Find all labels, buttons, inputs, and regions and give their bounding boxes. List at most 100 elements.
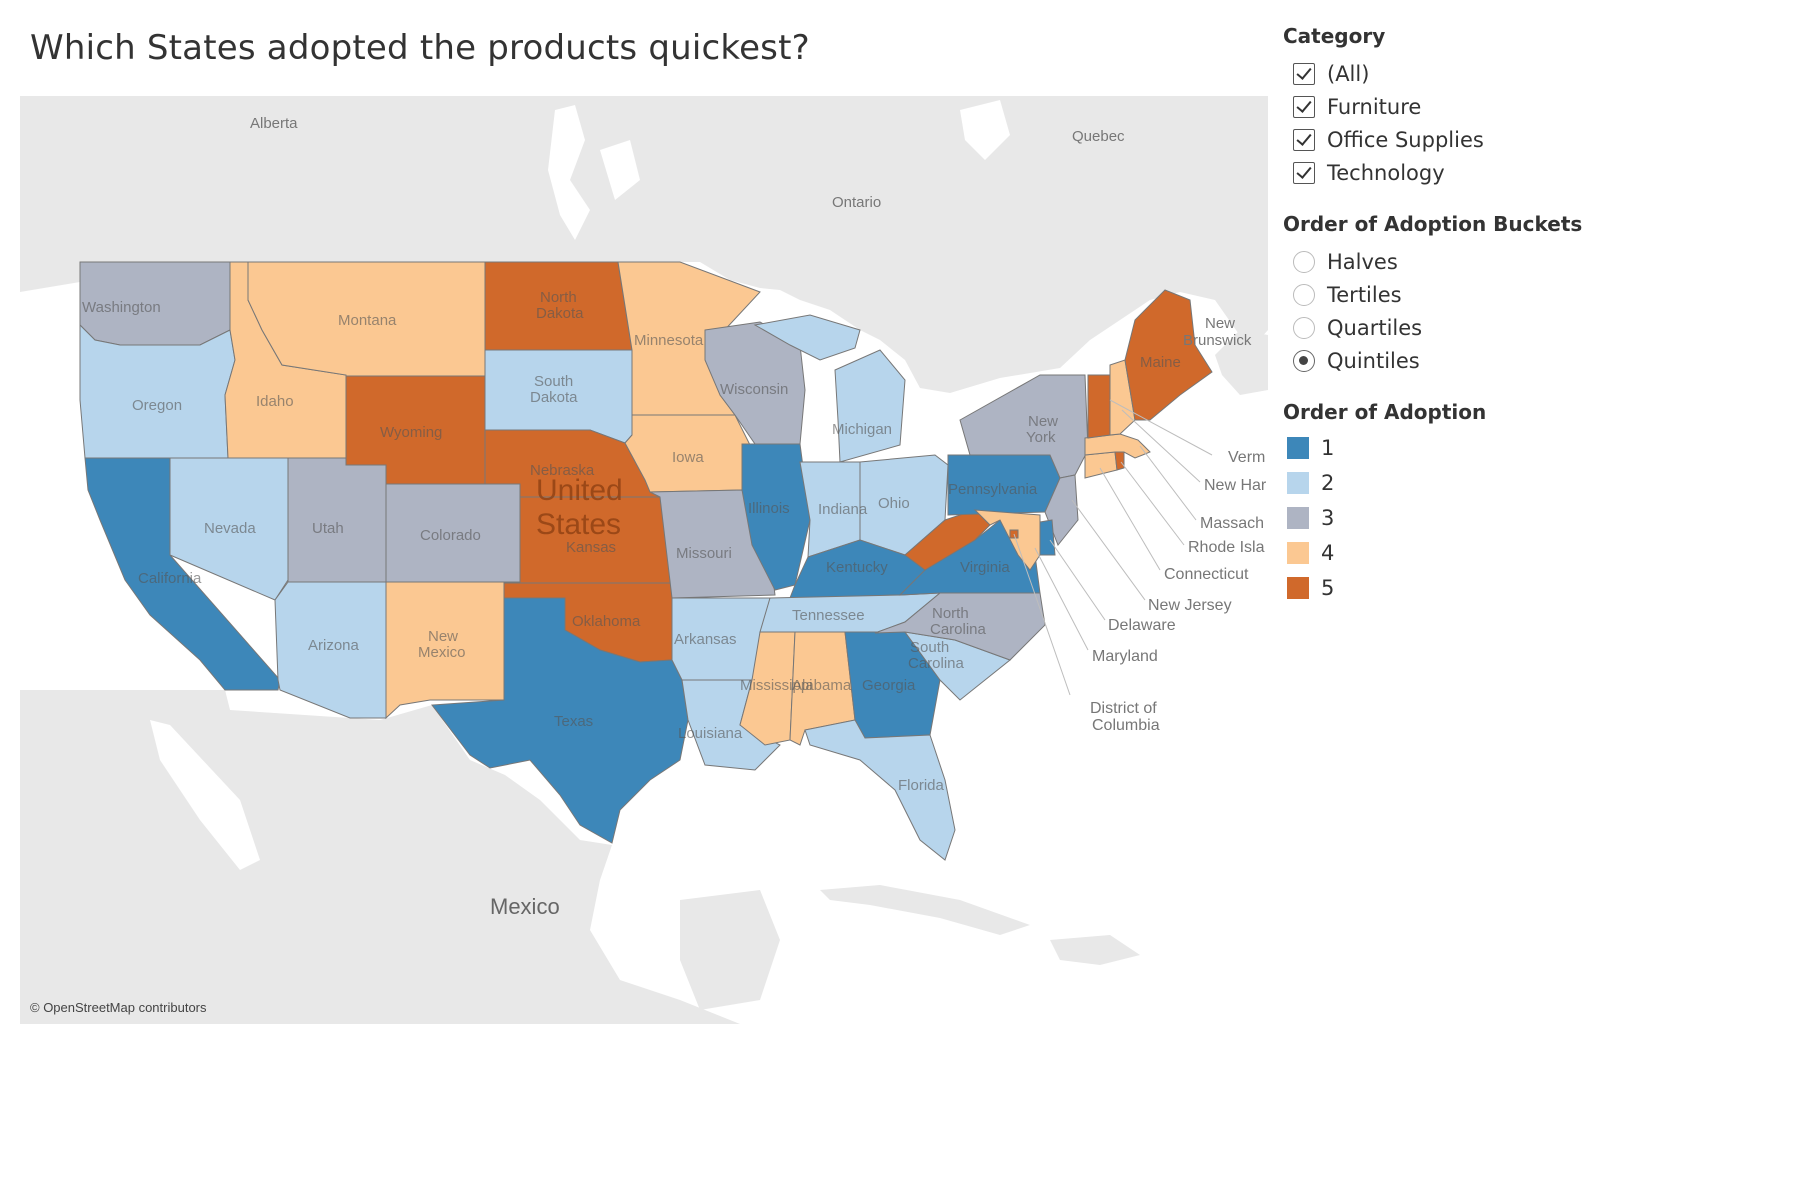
legend-item-4[interactable]: 4 — [1287, 541, 1334, 565]
nova-scotia — [1215, 330, 1268, 395]
state-label-north-dakota-1: North — [540, 289, 577, 306]
canada-lakes — [548, 100, 1010, 240]
radio-quartiles[interactable] — [1293, 317, 1315, 339]
bucket-option-label: Quartiles — [1327, 316, 1423, 340]
state-label-georgia: Georgia — [862, 677, 916, 694]
callout-label: New Har — [1204, 477, 1267, 494]
state-label-oregon: Oregon — [132, 397, 182, 414]
state-label-idaho: Idaho — [256, 393, 294, 410]
state-label-illinois: Illinois — [748, 500, 790, 517]
state-label-kentucky: Kentucky — [826, 559, 888, 576]
category-option-all[interactable]: (All) — [1293, 62, 1369, 86]
state-label-new-mexico-1: New — [428, 628, 458, 645]
state-label-colorado: Colorado — [420, 527, 481, 544]
state-label-michigan: Michigan — [832, 421, 892, 438]
choropleth-map[interactable]: Washington Oregon California Idaho Montana Wy… — [20, 96, 1268, 1024]
state-massachusetts[interactable] — [1084, 433, 1151, 459]
legend-item-5[interactable]: 5 — [1287, 576, 1334, 600]
bucket-option-label: Halves — [1327, 250, 1398, 274]
bucket-option-label: Quintiles — [1327, 349, 1420, 373]
country-label-line1: United — [536, 474, 623, 507]
state-rhode-island[interactable] — [1114, 451, 1125, 471]
legend-item-1[interactable]: 1 — [1287, 436, 1334, 460]
state-north-carolina[interactable] — [874, 592, 1046, 661]
state-label-washington: Washington — [82, 299, 161, 316]
radio-quintiles[interactable] — [1293, 350, 1315, 372]
state-label-montana: Montana — [338, 312, 397, 329]
state-label-nevada: Nevada — [204, 520, 256, 537]
legend-swatch — [1287, 542, 1309, 564]
state-label-pennsylvania: Pennsylvania — [948, 481, 1038, 498]
callouts-layer: Verm New Har Massach Rhode Isla Connecticut N… — [1013, 399, 1267, 734]
legend-label: 1 — [1321, 436, 1335, 460]
radio-tertiles[interactable] — [1293, 284, 1315, 306]
legend-title: Order of Adoption — [1283, 400, 1487, 424]
state-label-indiana: Indiana — [818, 501, 868, 518]
state-illinois[interactable] — [741, 443, 811, 591]
checkbox-furniture[interactable] — [1293, 96, 1315, 118]
state-label-oklahoma: Oklahoma — [572, 613, 641, 630]
geo-label-mexico: Mexico — [490, 894, 560, 919]
category-option-technology[interactable]: Technology — [1293, 161, 1445, 185]
radio-halves[interactable] — [1293, 251, 1315, 273]
callout-label: Delaware — [1108, 617, 1176, 634]
legend-swatch — [1287, 472, 1309, 494]
state-delaware[interactable] — [1039, 519, 1056, 556]
state-new-jersey[interactable] — [1044, 474, 1079, 546]
state-label-wisconsin: Wisconsin — [720, 381, 788, 398]
state-label-missouri: Missouri — [676, 545, 732, 562]
state-vermont[interactable] — [1087, 374, 1111, 439]
callout-label: District of — [1090, 700, 1157, 717]
state-label-south-carolina-1: South — [910, 639, 949, 656]
checkbox-technology[interactable] — [1293, 162, 1315, 184]
category-option-furniture[interactable]: Furniture — [1293, 95, 1421, 119]
checkbox-all[interactable] — [1293, 63, 1315, 85]
labels-layer: Washington Oregon California Idaho Montana Wy… — [82, 289, 1181, 794]
legend-swatch — [1287, 437, 1309, 459]
legend-item-3[interactable]: 3 — [1287, 506, 1334, 530]
category-option-label: (All) — [1327, 62, 1370, 86]
states-layer[interactable] — [79, 261, 1213, 861]
state-oregon[interactable] — [79, 323, 236, 459]
callout-leader-line — [1139, 445, 1197, 521]
state-label-north-dakota-2: Dakota — [536, 305, 584, 322]
state-label-texas: Texas — [554, 713, 593, 730]
state-label-alabama: Alabama — [792, 677, 852, 694]
bucket-option-quintiles[interactable]: Quintiles — [1293, 349, 1420, 373]
callout-leader-line — [1013, 533, 1071, 696]
callout-label: Massach — [1200, 515, 1264, 532]
country-label-line2: States — [536, 508, 621, 541]
bucket-option-tertiles[interactable]: Tertiles — [1293, 283, 1402, 307]
state-label-ohio: Ohio — [878, 495, 910, 512]
state-label-new-mexico-2: Mexico — [418, 644, 466, 661]
state-label-maine: Maine — [1140, 354, 1181, 371]
state-label-wyoming: Wyoming — [380, 424, 442, 441]
callout-leader-line — [1034, 547, 1089, 651]
state-label-louisiana: Louisiana — [678, 725, 743, 742]
state-label-virginia: Virginia — [960, 559, 1010, 576]
map-svg[interactable]: Washington Oregon California Idaho Montana Wy… — [20, 96, 1268, 1024]
state-nevada[interactable] — [169, 457, 289, 601]
category-option-office-supplies[interactable]: Office Supplies — [1293, 128, 1484, 152]
state-label-nebraska: Nebraska — [530, 462, 595, 479]
legend-item-2[interactable]: 2 — [1287, 471, 1334, 495]
legend-swatch — [1287, 507, 1309, 529]
bucket-option-quartiles[interactable]: Quartiles — [1293, 316, 1422, 340]
state-new-mexico[interactable] — [385, 581, 505, 720]
state-texas[interactable] — [431, 597, 689, 844]
state-label-minnesota: Minnesota — [634, 332, 704, 349]
legend-label: 5 — [1321, 576, 1335, 600]
callout-label: Maryland — [1092, 648, 1158, 665]
state-florida[interactable] — [804, 719, 956, 861]
bucket-option-halves[interactable]: Halves — [1293, 250, 1398, 274]
category-option-label: Office Supplies — [1327, 128, 1484, 152]
geo-label-alberta: Alberta — [250, 115, 298, 132]
state-label-south-carolina-2: Carolina — [908, 655, 965, 672]
checkbox-office-supplies[interactable] — [1293, 129, 1315, 151]
baja-peninsula — [150, 720, 260, 870]
state-maine[interactable] — [1124, 289, 1213, 421]
state-michigan[interactable] — [753, 314, 906, 463]
state-label-arizona: Arizona — [308, 637, 360, 654]
state-label-south-dakota-2: Dakota — [530, 389, 578, 406]
state-label-mississippi: Mississippi — [740, 677, 813, 694]
